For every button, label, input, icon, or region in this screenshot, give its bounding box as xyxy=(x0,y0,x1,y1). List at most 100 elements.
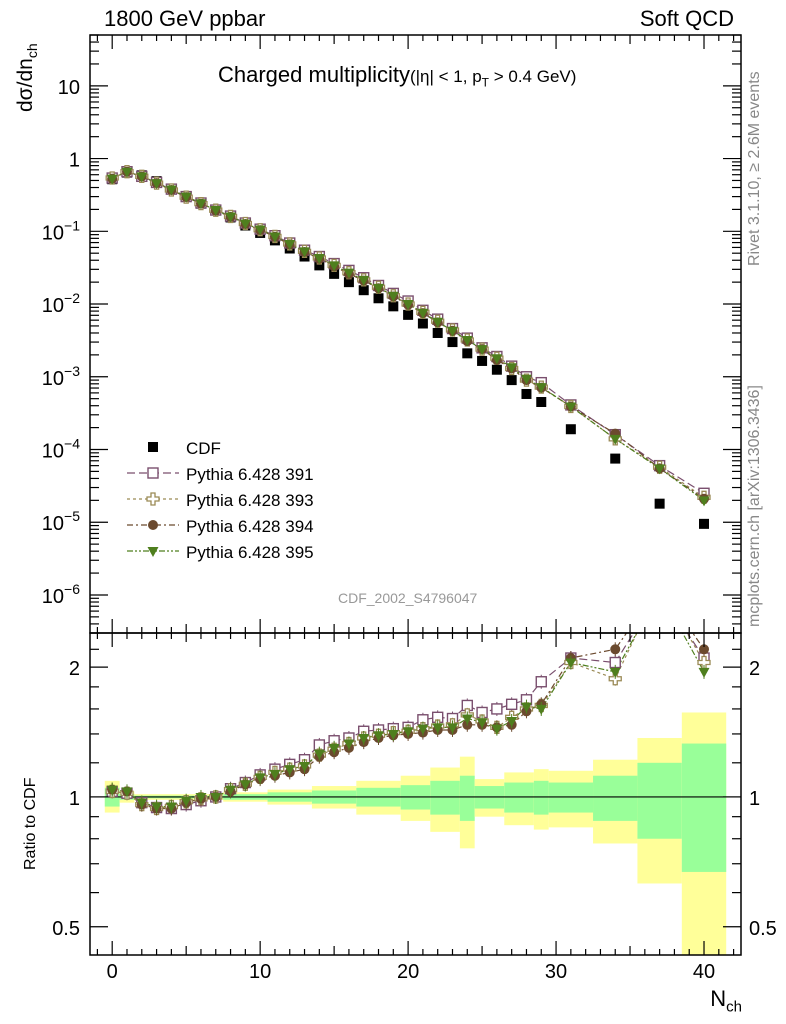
main-data-point xyxy=(698,496,710,507)
x-tick-label: 30 xyxy=(545,961,567,983)
main-data-point xyxy=(520,374,532,385)
ratio-series-line xyxy=(112,633,705,810)
main-data-point xyxy=(417,308,429,319)
main-data-point xyxy=(373,283,385,294)
ratio-data-point xyxy=(136,798,148,809)
ratio-data-point xyxy=(417,724,429,735)
x-tick-label: 0 xyxy=(107,961,118,983)
ratio-y-tick-label-left: 0.5 xyxy=(52,918,80,940)
ratio-data-point xyxy=(476,718,488,729)
main-data-point xyxy=(521,388,532,399)
ratio-data-point xyxy=(313,749,325,760)
plot-title-main: Charged multiplicity xyxy=(218,62,410,87)
legend-entry: CDF xyxy=(148,439,221,458)
y-tick-label: 10−5 xyxy=(42,508,80,535)
ratio-data-point xyxy=(225,785,237,796)
legend-label: CDF xyxy=(186,439,221,458)
analysis-tag: CDF_2002_S4796047 xyxy=(338,590,478,606)
main-data-point xyxy=(269,232,281,243)
main-data-point xyxy=(654,498,665,509)
ratio-data-point xyxy=(299,761,311,772)
ratio-data-point xyxy=(655,580,665,590)
ratio-data-point xyxy=(239,780,251,791)
main-data-point xyxy=(239,219,251,230)
main-data-point xyxy=(343,277,354,288)
ratio-data-point xyxy=(654,579,666,591)
main-data-point xyxy=(210,206,222,217)
legend-label: Pythia 6.428 391 xyxy=(186,465,314,484)
main-data-point xyxy=(358,275,370,286)
main-data-point xyxy=(403,309,414,320)
ratio-data-point xyxy=(491,724,503,735)
ratio-band-inner xyxy=(504,782,534,813)
ratio-data-point xyxy=(506,717,518,728)
ratio-data-point xyxy=(535,676,547,688)
y-tick-label: 10−4 xyxy=(42,436,80,463)
main-data-point xyxy=(565,424,576,435)
main-data-point xyxy=(299,247,311,258)
main-data-point xyxy=(180,192,192,203)
y-tick-label: 10−3 xyxy=(42,363,80,390)
x-axis-label: Nch xyxy=(710,986,742,1016)
main-data-point xyxy=(402,300,414,311)
main-data-point xyxy=(121,167,133,178)
x-tick-label: 10 xyxy=(249,961,271,983)
main-data-point xyxy=(447,337,458,348)
x-tick-label: 40 xyxy=(693,961,715,983)
ratio-data-point xyxy=(654,587,665,597)
ratio-data-point xyxy=(446,723,458,734)
ratio-data-point xyxy=(106,785,118,796)
legend-marker xyxy=(147,467,159,479)
ratio-data-point xyxy=(254,773,266,784)
ratio-data-point xyxy=(698,667,710,678)
ratio-band-inner xyxy=(548,782,594,813)
y-axis-label-main: dσ/dnch xyxy=(14,43,41,112)
mcplots-reference-text: mcplots.cern.ch [arXiv:1306.3436] xyxy=(746,385,763,627)
ratio-band-inner xyxy=(637,762,682,839)
legend-entry: Pythia 6.428 391 xyxy=(127,465,314,484)
main-data-point xyxy=(432,317,444,328)
legend-entry: Pythia 6.428 395 xyxy=(127,543,314,562)
main-data-point xyxy=(136,172,148,183)
ratio-data-point xyxy=(284,765,296,776)
main-data-point xyxy=(476,345,488,356)
ratio-data-point xyxy=(402,727,414,738)
main-data-point xyxy=(314,260,325,271)
main-data-point xyxy=(387,291,399,302)
ratio-y-tick-label-right: 2 xyxy=(749,658,760,680)
main-data-point xyxy=(225,212,237,223)
main-data-point xyxy=(195,199,207,210)
ratio-data-point xyxy=(180,796,192,807)
ratio-data-point xyxy=(195,792,207,803)
ratio-data-point xyxy=(269,770,281,781)
y-tick-label: 10−1 xyxy=(42,217,80,244)
ratio-data-point xyxy=(387,729,399,740)
x-tick-label: 20 xyxy=(397,961,419,983)
ratio-data-point xyxy=(328,743,340,754)
main-data-point xyxy=(654,464,666,475)
main-data-point xyxy=(461,336,473,347)
main-data-point xyxy=(432,327,443,338)
main-data-point xyxy=(565,402,577,413)
legend-label: Pythia 6.428 394 xyxy=(186,517,314,536)
main-data-point xyxy=(506,375,517,386)
ratio-data-point xyxy=(565,658,577,669)
ratio-band-inner xyxy=(593,775,638,821)
ratio-series-line xyxy=(112,633,705,810)
ratio-data-point xyxy=(461,714,473,725)
legend-marker xyxy=(148,442,158,452)
ratio-data-point xyxy=(358,733,370,744)
main-data-point xyxy=(106,174,118,185)
main-data-point xyxy=(417,318,428,329)
main-data-point xyxy=(535,383,547,394)
ratio-data-point xyxy=(491,703,503,715)
ratio-data-point xyxy=(520,702,532,713)
ratio-uncertainty-bands xyxy=(90,712,741,955)
ratio-y-tick-label-right: 1 xyxy=(749,788,760,810)
main-data-point xyxy=(254,225,266,236)
plot-title: Charged multiplicity(|η| < 1, pT > 0.4 G… xyxy=(218,62,576,89)
ratio-series-line xyxy=(112,633,705,808)
main-data-point xyxy=(610,453,621,464)
ratio-data-point xyxy=(373,731,385,742)
